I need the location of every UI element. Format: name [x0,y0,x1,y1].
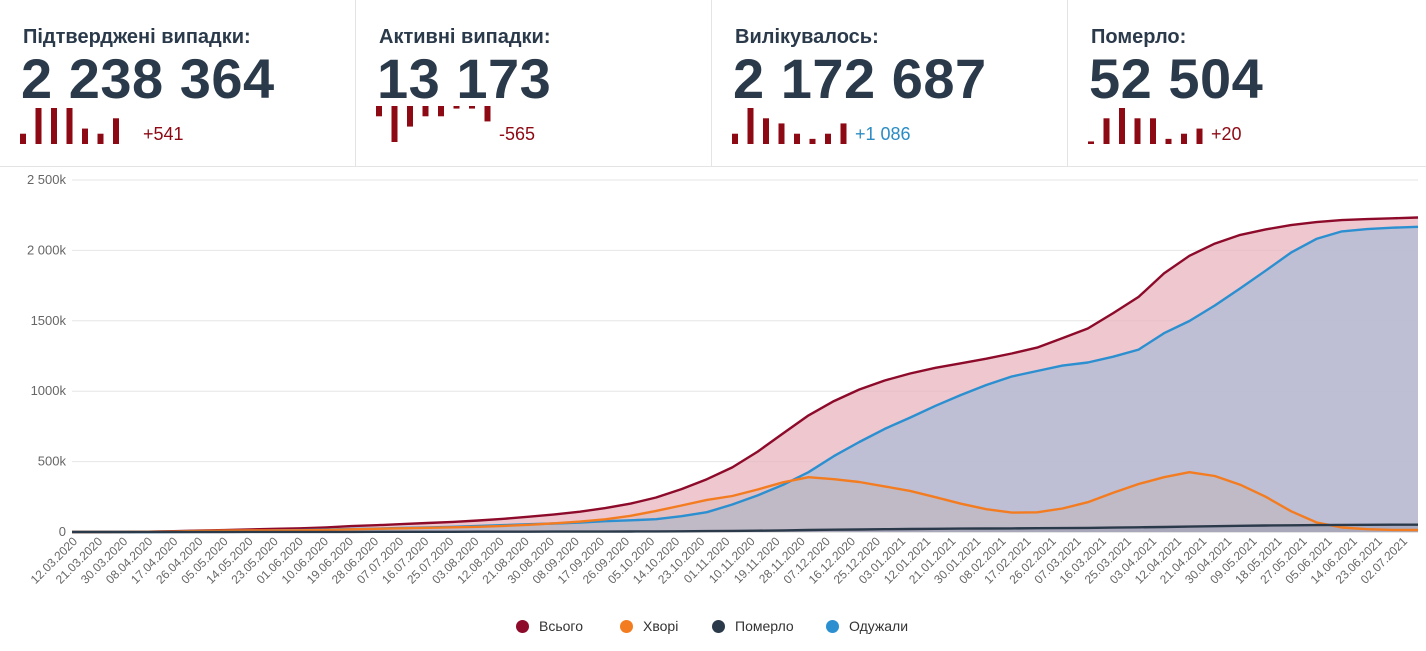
spark-bar [1196,128,1203,144]
spark-bar [1103,118,1110,144]
spark-bar [1088,141,1094,144]
total-series-line [72,216,1419,534]
spark-bar [469,106,475,109]
spark-bar [484,106,491,122]
legend-label: Хворі [643,618,679,634]
y-tick-label: 1500k [31,313,67,328]
legend-marker [516,619,529,633]
spark-bar [453,106,460,109]
y-tick-label: 2 000k [27,242,67,257]
deaths-value: 52 504 [1089,47,1264,110]
spark-bar [66,108,73,144]
y-tick-label: 0 [59,524,66,539]
chart-legend: Всього Хворі Померло Одужали [0,618,1426,650]
legend-item-recovered[interactable]: Одужали [826,618,908,634]
confirmed-card: Підтверджені випадки: 2 238 364 +541 [0,0,356,166]
recovered-title: Вилікувалось: [735,26,879,48]
spark-bar [422,106,429,117]
y-tick-label: 500k [38,454,67,469]
spark-bar [407,106,413,127]
spark-bar [763,118,769,144]
spark-bar [51,108,57,144]
spark-bar [20,133,26,144]
sick-series-line [72,471,1419,534]
active-card: Активні випадки: 13 173 -565 [356,0,712,166]
legend-marker [620,619,633,633]
spark-bar [1150,118,1156,144]
confirmed-delta: +541 [143,124,184,144]
spark-bar [1181,133,1187,144]
confirmed-value: 2 238 364 [21,47,275,110]
spark-bar [113,118,119,144]
spark-bar [794,133,800,144]
y-tick-label: 2 500k [27,172,67,187]
spark-bar [747,108,754,144]
confirmed-sparkline [20,108,119,144]
recovered-card: Вилікувалось: 2 172 687 +1 086 [712,0,1068,166]
legend-label: Померло [735,618,794,634]
spark-bar [809,138,816,144]
recovered-area [72,226,1418,533]
spark-bar [1119,108,1125,144]
legend-item-sick[interactable]: Хворі [620,618,678,634]
active-value: 13 173 [377,47,552,110]
dead-series-line [72,523,1418,534]
spark-bar [778,123,785,144]
legend-marker [712,619,725,633]
spark-bar [438,106,444,117]
confirmed-title: Підтверджені випадки: [23,26,251,48]
spark-bar [732,133,738,144]
sick-area [72,472,1418,532]
spark-bar [376,106,382,117]
spark-bar [391,106,398,142]
recovered-value: 2 172 687 [733,47,987,110]
legend-item-total[interactable]: Всього [516,618,583,634]
legend-label: Одужали [849,618,909,634]
spark-bar [825,133,831,144]
spark-bar [97,133,104,144]
summary-cards: Підтверджені випадки: 2 238 364 +541 Акт… [0,0,1426,167]
active-delta: -565 [499,124,536,144]
deaths-delta: +20 [1211,124,1242,144]
recovered-delta: +1 086 [855,124,911,144]
legend-marker [826,619,839,633]
spark-bar [82,128,88,144]
deaths-title: Померло: [1091,26,1187,48]
active-sparkline [376,106,491,142]
deaths-sparkline [1088,108,1203,144]
active-title: Активні випадки: [379,26,551,48]
spark-bar [1134,118,1141,144]
y-tick-label: 1000k [31,383,67,398]
spark-bar [1165,138,1172,144]
recovered-sparkline [732,108,847,144]
spark-bar [840,123,847,144]
legend-label: Всього [539,618,584,634]
spark-bar [35,108,42,144]
dead-area [72,524,1418,532]
deaths-card: Померло: 52 504 +20 [1068,0,1424,166]
legend-item-dead[interactable]: Померло [712,618,794,634]
